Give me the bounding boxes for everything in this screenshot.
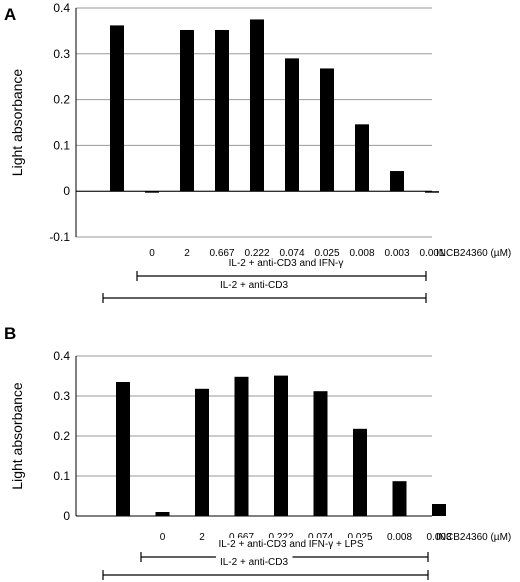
category-label: 0 (149, 248, 155, 259)
bar (110, 25, 124, 192)
bracket-label: IL-2 + anti-CD3 (220, 557, 289, 568)
bracket-label: IL-2 + anti-CD3 and IFN-γ (229, 258, 344, 269)
y-axis-label: Light absorbance (9, 69, 25, 177)
bracket-label: IL-2 + anti-CD3 (220, 280, 289, 291)
bar (320, 68, 334, 192)
bar (274, 375, 288, 516)
bar (390, 171, 404, 192)
category-label: 0.667 (209, 248, 234, 259)
category-label: 0.025 (347, 532, 372, 543)
unit-label: INCB24360 (µM) (436, 248, 511, 259)
y-tick-label: 0.4 (53, 349, 70, 363)
bar (145, 191, 159, 193)
category-label: 0.001 (419, 248, 444, 259)
y-tick-label: 0.2 (53, 93, 70, 107)
bar (313, 391, 328, 516)
bar (155, 512, 170, 516)
y-tick-label: 0.2 (53, 429, 70, 443)
panel-label: B (4, 324, 16, 343)
unit-label: INCB24360 (µM) (436, 532, 511, 543)
bar (215, 29, 229, 192)
bar (234, 376, 249, 516)
y-tick-label: 0 (63, 184, 70, 198)
category-label: 0.074 (279, 248, 304, 259)
bar (353, 428, 367, 516)
bracket-label-background (215, 279, 293, 292)
bar (425, 191, 439, 193)
y-tick-label: 0.1 (53, 138, 70, 152)
y-tick-label: -0.1 (49, 230, 70, 244)
bar (285, 58, 299, 192)
y-tick-label: 0.3 (53, 47, 70, 61)
bracket-label-background (224, 257, 348, 270)
category-label: 2 (199, 532, 205, 543)
category-label: 0.074 (308, 532, 333, 543)
category-label: 0.025 (314, 248, 339, 259)
category-label: 0.008 (387, 532, 412, 543)
y-tick-label: 0 (63, 509, 70, 523)
bar (355, 124, 369, 192)
category-label: 0.667 (229, 532, 254, 543)
category-label: 0.003 (384, 248, 409, 259)
panel-label: A (4, 5, 16, 24)
bar (116, 382, 130, 516)
y-tick-label: 0.4 (53, 1, 70, 15)
bar (250, 19, 264, 192)
category-label: 0.008 (349, 248, 374, 259)
bar (195, 388, 209, 516)
category-label: 0 (160, 532, 166, 543)
category-label: 0.222 (244, 248, 269, 259)
bracket-label-background (215, 556, 293, 569)
y-axis-label: Light absorbance (9, 382, 25, 490)
bracket-label-background (214, 538, 368, 551)
y-tick-label: 0.3 (53, 389, 70, 403)
y-tick-label: 0.1 (53, 469, 70, 483)
bracket-label: IL-2 + anti-CD3 and IFN-γ + LPS (218, 539, 363, 550)
category-label: 2 (184, 248, 190, 259)
category-label: 0.003 (426, 532, 451, 543)
bar (432, 504, 446, 516)
bar (392, 481, 407, 516)
category-label: 0.222 (268, 532, 293, 543)
bar (180, 29, 194, 192)
